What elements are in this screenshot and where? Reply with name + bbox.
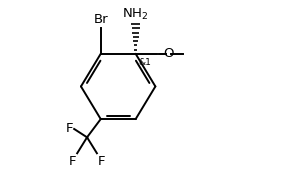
Text: F: F bbox=[65, 122, 73, 136]
Text: &1: &1 bbox=[139, 58, 151, 67]
Text: Br: Br bbox=[93, 13, 108, 26]
Text: O: O bbox=[163, 47, 174, 60]
Text: F: F bbox=[69, 155, 76, 168]
Text: NH$_2$: NH$_2$ bbox=[122, 7, 149, 22]
Text: F: F bbox=[98, 155, 105, 168]
